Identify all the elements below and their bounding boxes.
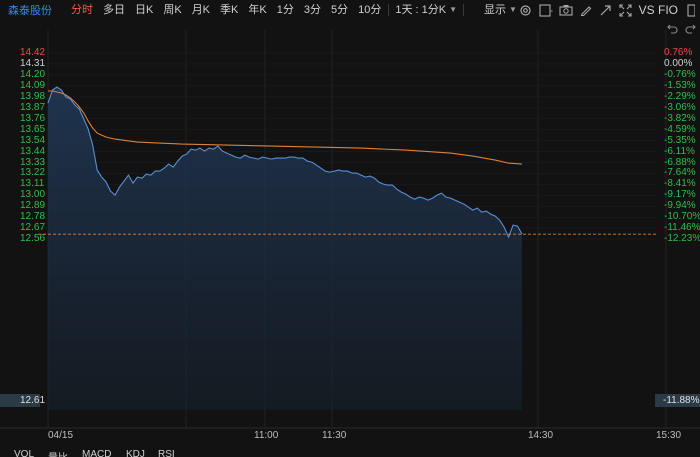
price-axis-label: 13.54 <box>20 134 46 146</box>
toolbar-divider <box>463 4 465 16</box>
tab-weekly-k[interactable]: 周K <box>163 4 182 16</box>
price-axis-label: 13.11 <box>20 178 45 190</box>
price-axis-label: 13.22 <box>20 167 46 179</box>
price-axis-label: 14.31 <box>20 57 46 69</box>
price-axis-label: 14.42 <box>20 47 46 58</box>
toolbar-right: VS FIO <box>519 0 700 20</box>
checkbox-icon[interactable] <box>539 3 553 17</box>
undo-icon[interactable] <box>667 23 678 37</box>
tab-5min[interactable]: 5分 <box>330 4 349 16</box>
tab-1min[interactable]: 1分 <box>276 4 294 16</box>
time-label: 14:30 <box>528 430 554 441</box>
percent-axis-label: 0.00% <box>664 57 693 69</box>
percent-axis-label: -10.70% <box>664 211 700 223</box>
chevron-down-icon: ▼ <box>509 5 517 14</box>
tab-10min[interactable]: 10分 <box>358 4 382 16</box>
price-axis-label: 13.76 <box>20 112 46 124</box>
tab-multi-day[interactable]: 多日 <box>103 4 125 16</box>
price-axis-label: 12.89 <box>20 200 46 212</box>
time-label: 04/15 <box>48 430 74 441</box>
tab-timeshare[interactable]: 分时 <box>71 4 93 16</box>
percent-axis-label: -6.88% <box>664 156 696 168</box>
gear-icon[interactable] <box>519 3 533 17</box>
display-select-label: 显示 <box>484 4 507 16</box>
redo-icon[interactable] <box>685 23 696 37</box>
tab-daily-k[interactable]: 日K <box>135 4 154 16</box>
percent-axis-label: 0.76% <box>664 47 693 58</box>
vs-compare-button[interactable]: VS FIO <box>638 3 678 17</box>
tab-3min[interactable]: 3分 <box>303 4 321 16</box>
price-axis-label: 12.56 <box>20 233 46 245</box>
time-label: 11:30 <box>322 430 347 441</box>
percent-axis-label: -11.46% <box>664 222 700 234</box>
stock-name[interactable]: 森泰股份 <box>8 5 52 17</box>
chevron-down-icon: ▼ <box>449 5 458 14</box>
percent-axis-label: -3.82% <box>664 112 696 124</box>
price-axis-label: 13.65 <box>20 123 46 135</box>
percent-axis-label: -2.29% <box>664 90 696 102</box>
percent-axis-label: -9.94% <box>664 200 696 212</box>
price-axis-label: 12.78 <box>20 211 46 223</box>
percent-axis-label: -1.53% <box>664 79 696 91</box>
price-axis-label: 14.20 <box>20 68 46 80</box>
percent-axis-label: -5.35% <box>664 134 696 146</box>
tab-monthly-k[interactable]: 月K <box>191 4 211 16</box>
price-axis-label: 13.87 <box>20 101 46 113</box>
tab-yearly-k[interactable]: 年K <box>248 4 267 16</box>
toolbar-divider <box>388 4 390 16</box>
percent-axis-label: -7.64% <box>664 167 696 179</box>
percent-axis-label: -12.23% <box>664 233 700 245</box>
percent-axis-label: -6.11% <box>664 145 695 157</box>
price-axis-label: 12.67 <box>20 222 46 234</box>
average-price-line <box>48 90 523 165</box>
share-icon[interactable] <box>599 3 613 17</box>
price-axis-label: 13.00 <box>20 189 46 201</box>
price-axis-label: 13.98 <box>20 90 46 102</box>
percent-axis-label: -0.76% <box>664 68 696 80</box>
price-area-fill <box>48 87 522 410</box>
indicator-tabs: VOL 量比 MACD KDJ RSI <box>0 449 700 457</box>
tab-volume-ratio[interactable]: 量比 <box>48 449 68 457</box>
fullscreen-icon[interactable] <box>619 3 633 17</box>
period-select[interactable]: 1天 : 1分K ▼ <box>391 0 461 20</box>
percent-axis-label: -4.59% <box>664 123 696 135</box>
price-axis-label: 13.44 <box>20 145 46 157</box>
price-axis-label: 14.09 <box>20 79 46 91</box>
time-label: 11:00 <box>254 430 279 441</box>
percent-axis-label: -8.41% <box>664 178 696 190</box>
panel-toggle-icon[interactable] <box>684 3 698 17</box>
tab-kdj[interactable]: KDJ <box>126 449 145 457</box>
period-select-label: 1天 : 1分K <box>395 4 447 16</box>
tab-vol[interactable]: VOL <box>14 449 35 457</box>
chart-toolbar: 森泰股份 分时 多日 日K 周K 月K 季K 年K 1分 3分 5分 10分 1… <box>0 0 700 20</box>
camera-icon[interactable] <box>559 3 573 17</box>
undo-redo-group <box>667 23 696 37</box>
percent-axis-label: -3.06% <box>664 101 696 113</box>
time-label: 15:30 <box>656 430 682 441</box>
price-axis-label: 13.33 <box>20 156 46 168</box>
tab-rsi[interactable]: RSI <box>158 449 175 457</box>
percent-axis-label: -9.17% <box>664 189 696 201</box>
current-price-tag: 12.61 <box>0 394 45 407</box>
current-pct-tag: -11.88% <box>655 394 700 407</box>
pen-icon[interactable] <box>579 3 593 17</box>
display-select[interactable]: 显示 ▼ <box>480 0 521 20</box>
tab-quarterly-k[interactable]: 季K <box>220 4 239 16</box>
price-line <box>47 86 523 239</box>
tab-macd[interactable]: MACD <box>82 449 112 457</box>
